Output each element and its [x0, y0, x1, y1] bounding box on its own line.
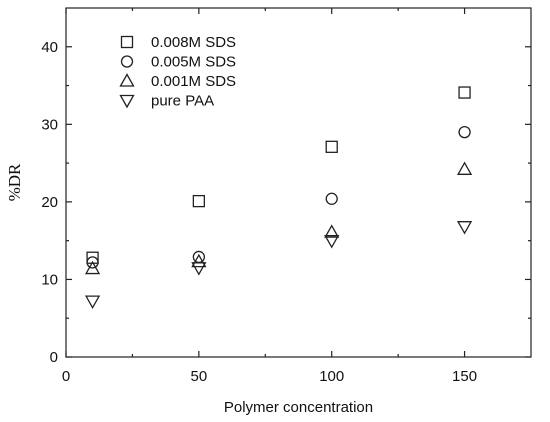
circle-data-point: [458, 125, 471, 139]
triangle-up-data-point: [456, 161, 473, 175]
y-tick-label: 0: [50, 349, 58, 366]
series-2: [84, 161, 473, 275]
x-tick-label: 0: [62, 368, 70, 385]
legend: 0.008M SDS 0.005M SDS 0.001M SDS pure PAA: [119, 34, 236, 110]
x-tick-label: 50: [191, 368, 208, 385]
y-tick-label: 30: [41, 116, 58, 133]
circle-data-point: [325, 192, 338, 205]
circle-data-point: [86, 256, 99, 269]
axes: [65, 7, 532, 358]
plot-frame: [65, 7, 532, 358]
legend-label: 0.005M SDS: [151, 54, 236, 71]
triangle-up-data-point: [324, 224, 340, 238]
triangle-up-data-point: [84, 260, 101, 275]
x-axis-title: Polymer concentration: [224, 399, 373, 416]
series-0: [86, 86, 471, 264]
y-axis-title: %DR: [5, 163, 24, 201]
data-points: [84, 86, 473, 309]
legend-label: 0.008M SDS: [151, 34, 236, 51]
triangle-down-data-point: [191, 262, 207, 276]
square-data-point: [458, 86, 471, 99]
square-data-point: [192, 194, 206, 208]
x-tick-label: 100: [319, 368, 344, 385]
x-tick-label: 150: [452, 368, 477, 385]
triangle-down-data-point: [84, 295, 101, 309]
series-3: [84, 221, 473, 309]
triangle-down-data-point: [456, 221, 473, 235]
legend-label: 0.001M SDS: [151, 73, 236, 90]
y-tick-label: 40: [41, 39, 58, 56]
legend-square-icon: [120, 35, 134, 49]
y-tick-label: 10: [41, 271, 58, 288]
legend-triangle-up-icon: [119, 73, 135, 87]
legend-triangle-down-icon: [119, 94, 135, 109]
legend-label: pure PAA: [151, 93, 214, 110]
y-tick-label: 20: [41, 194, 58, 211]
axis-ticks: 0 50 100 150 0 10 20 30 40: [41, 8, 531, 385]
triangle-up-data-point: [191, 253, 207, 268]
square-data-point: [325, 140, 338, 153]
legend-circle-icon: [120, 55, 134, 68]
triangle-down-data-point: [324, 235, 340, 249]
series-1: [86, 125, 471, 269]
